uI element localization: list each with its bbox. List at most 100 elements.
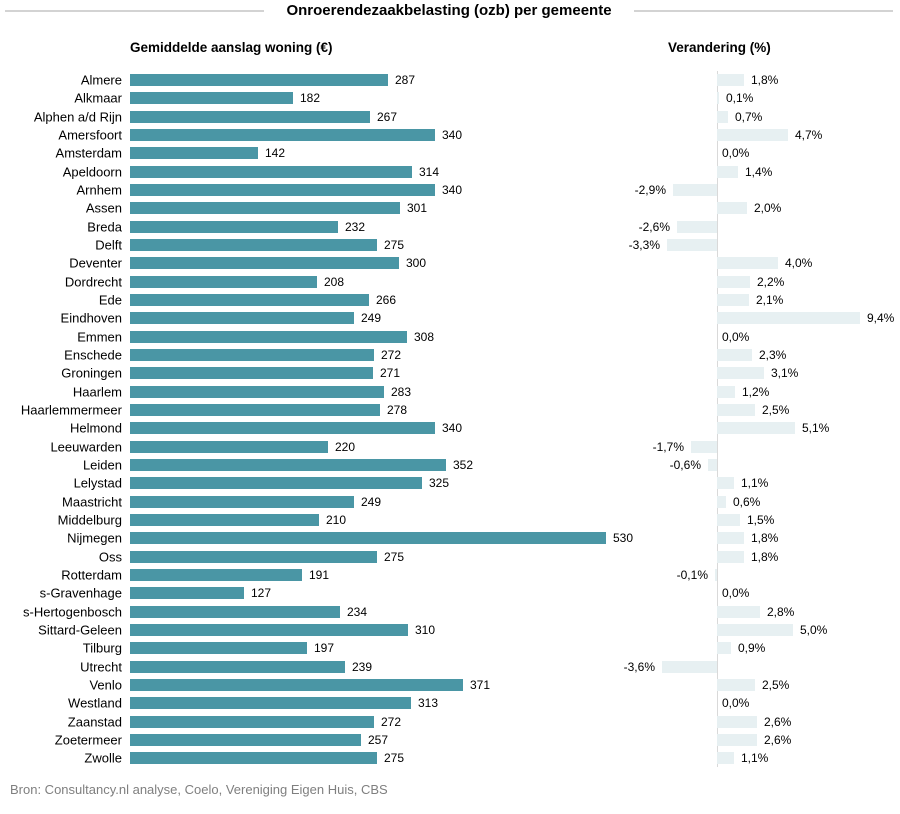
amount-value: 208 (324, 274, 345, 289)
change-bar (717, 715, 757, 728)
category-label: Arnhem (76, 182, 122, 198)
amount-bar (130, 220, 338, 233)
page-title: Onroerendezaakbelasting (ozb) per gemeen… (286, 2, 612, 19)
amount-value: 275 (384, 549, 405, 564)
change-bar (717, 110, 728, 123)
amount-bar (130, 514, 319, 527)
chart-row: Westland 313 0,0% (0, 694, 900, 712)
amount-bar (130, 129, 435, 142)
change-value: 9,4% (867, 311, 895, 326)
amount-bar (130, 660, 345, 673)
change-value: 1,8% (751, 531, 779, 546)
amount-value: 275 (384, 751, 405, 766)
amount-bar (130, 239, 377, 252)
change-bar (717, 514, 740, 527)
amount-value: 267 (377, 109, 398, 124)
amount-bar (130, 532, 606, 545)
change-bar (717, 550, 744, 563)
amount-value: 249 (361, 494, 382, 509)
chart-row: Maastricht 249 0,6% (0, 493, 900, 511)
chart-row: Almere 287 1,8% (0, 71, 900, 89)
change-value: 1,4% (745, 164, 773, 179)
amount-bar (130, 92, 293, 105)
change-value: -2,6% (638, 219, 670, 234)
chart-row: Sittard-Geleen 310 5,0% (0, 621, 900, 639)
chart-row: Alkmaar 182 0,1% (0, 89, 900, 107)
change-bar (717, 733, 757, 746)
amount-bar (130, 678, 463, 691)
category-label: Groningen (61, 365, 122, 381)
change-bar (708, 459, 717, 472)
chart-row: Rotterdam 191 -0,1% (0, 566, 900, 584)
amount-bar (130, 165, 412, 178)
change-value: 4,0% (785, 256, 813, 271)
category-label: Breda (87, 219, 122, 235)
amount-bar (130, 385, 384, 398)
chart-row: s-Gravenhage 127 0,0% (0, 584, 900, 602)
chart-row: Apeldoorn 314 1,4% (0, 163, 900, 181)
change-zero-baseline (717, 71, 718, 768)
category-label: Sittard-Geleen (38, 622, 122, 638)
chart-row: Leeuwarden 220 -1,7% (0, 438, 900, 456)
amount-bar (130, 74, 388, 87)
change-bar (717, 349, 752, 362)
change-bar (673, 184, 717, 197)
chart-row: Lelystad 325 1,1% (0, 474, 900, 492)
category-label: Rotterdam (61, 567, 122, 583)
amount-bar (130, 642, 307, 655)
change-value: 2,8% (767, 604, 795, 619)
amount-bar (130, 367, 373, 380)
change-value: 2,2% (757, 274, 785, 289)
category-label: Amersfoort (58, 127, 122, 143)
chart-row: Enschede 272 2,3% (0, 346, 900, 364)
amount-value: 272 (381, 348, 402, 363)
chart-row: Groningen 271 3,1% (0, 364, 900, 382)
amount-bar (130, 349, 374, 362)
change-value: 1,2% (742, 384, 770, 399)
amount-value: 301 (407, 201, 428, 216)
category-label: Nijmegen (67, 530, 122, 546)
change-bar (662, 660, 717, 673)
amount-value: 310 (415, 623, 436, 637)
category-label: Haarlem (72, 384, 122, 400)
amount-value: 182 (300, 91, 321, 106)
chart-row: Assen 301 2,0% (0, 199, 900, 217)
amount-bar (130, 587, 244, 600)
change-bar (691, 440, 717, 453)
chart-row: Eindhoven 249 9,4% (0, 309, 900, 327)
change-value: 0,0% (722, 146, 750, 161)
category-label: Alphen a/d Rijn (33, 109, 122, 125)
change-bar (717, 275, 750, 288)
amount-bar (130, 275, 317, 288)
amount-value: 266 (376, 293, 397, 308)
title-rule-right (633, 9, 894, 12)
change-value: 2,6% (764, 714, 792, 729)
change-bar (717, 257, 778, 270)
change-value: -3,3% (628, 238, 660, 253)
amount-value: 197 (314, 641, 335, 656)
amount-bar (130, 422, 435, 435)
chart-row: Zaanstad 272 2,6% (0, 712, 900, 730)
amount-bar (130, 147, 258, 160)
change-bar (667, 239, 717, 252)
category-label: Lelystad (73, 475, 122, 491)
category-label: Venlo (89, 677, 122, 693)
amount-value: 325 (429, 476, 450, 491)
change-value: 0,6% (733, 494, 761, 509)
chart-row: Haarlemmermeer 278 2,5% (0, 401, 900, 419)
change-value: 2,1% (756, 293, 784, 308)
change-bar (717, 495, 726, 508)
change-value: 1,1% (741, 476, 769, 491)
amount-value: 271 (380, 366, 401, 381)
amount-value: 340 (442, 183, 463, 198)
amount-value: 234 (347, 604, 368, 619)
category-label: Zwolle (84, 750, 122, 766)
amount-value: 287 (395, 73, 416, 88)
amount-value: 257 (368, 732, 389, 747)
amount-value: 300 (406, 256, 427, 271)
change-value: 0,0% (722, 329, 750, 344)
amount-bar (130, 733, 361, 746)
change-value: 2,6% (764, 732, 792, 747)
amount-value: 191 (309, 568, 330, 583)
change-value: 0,0% (722, 696, 750, 711)
